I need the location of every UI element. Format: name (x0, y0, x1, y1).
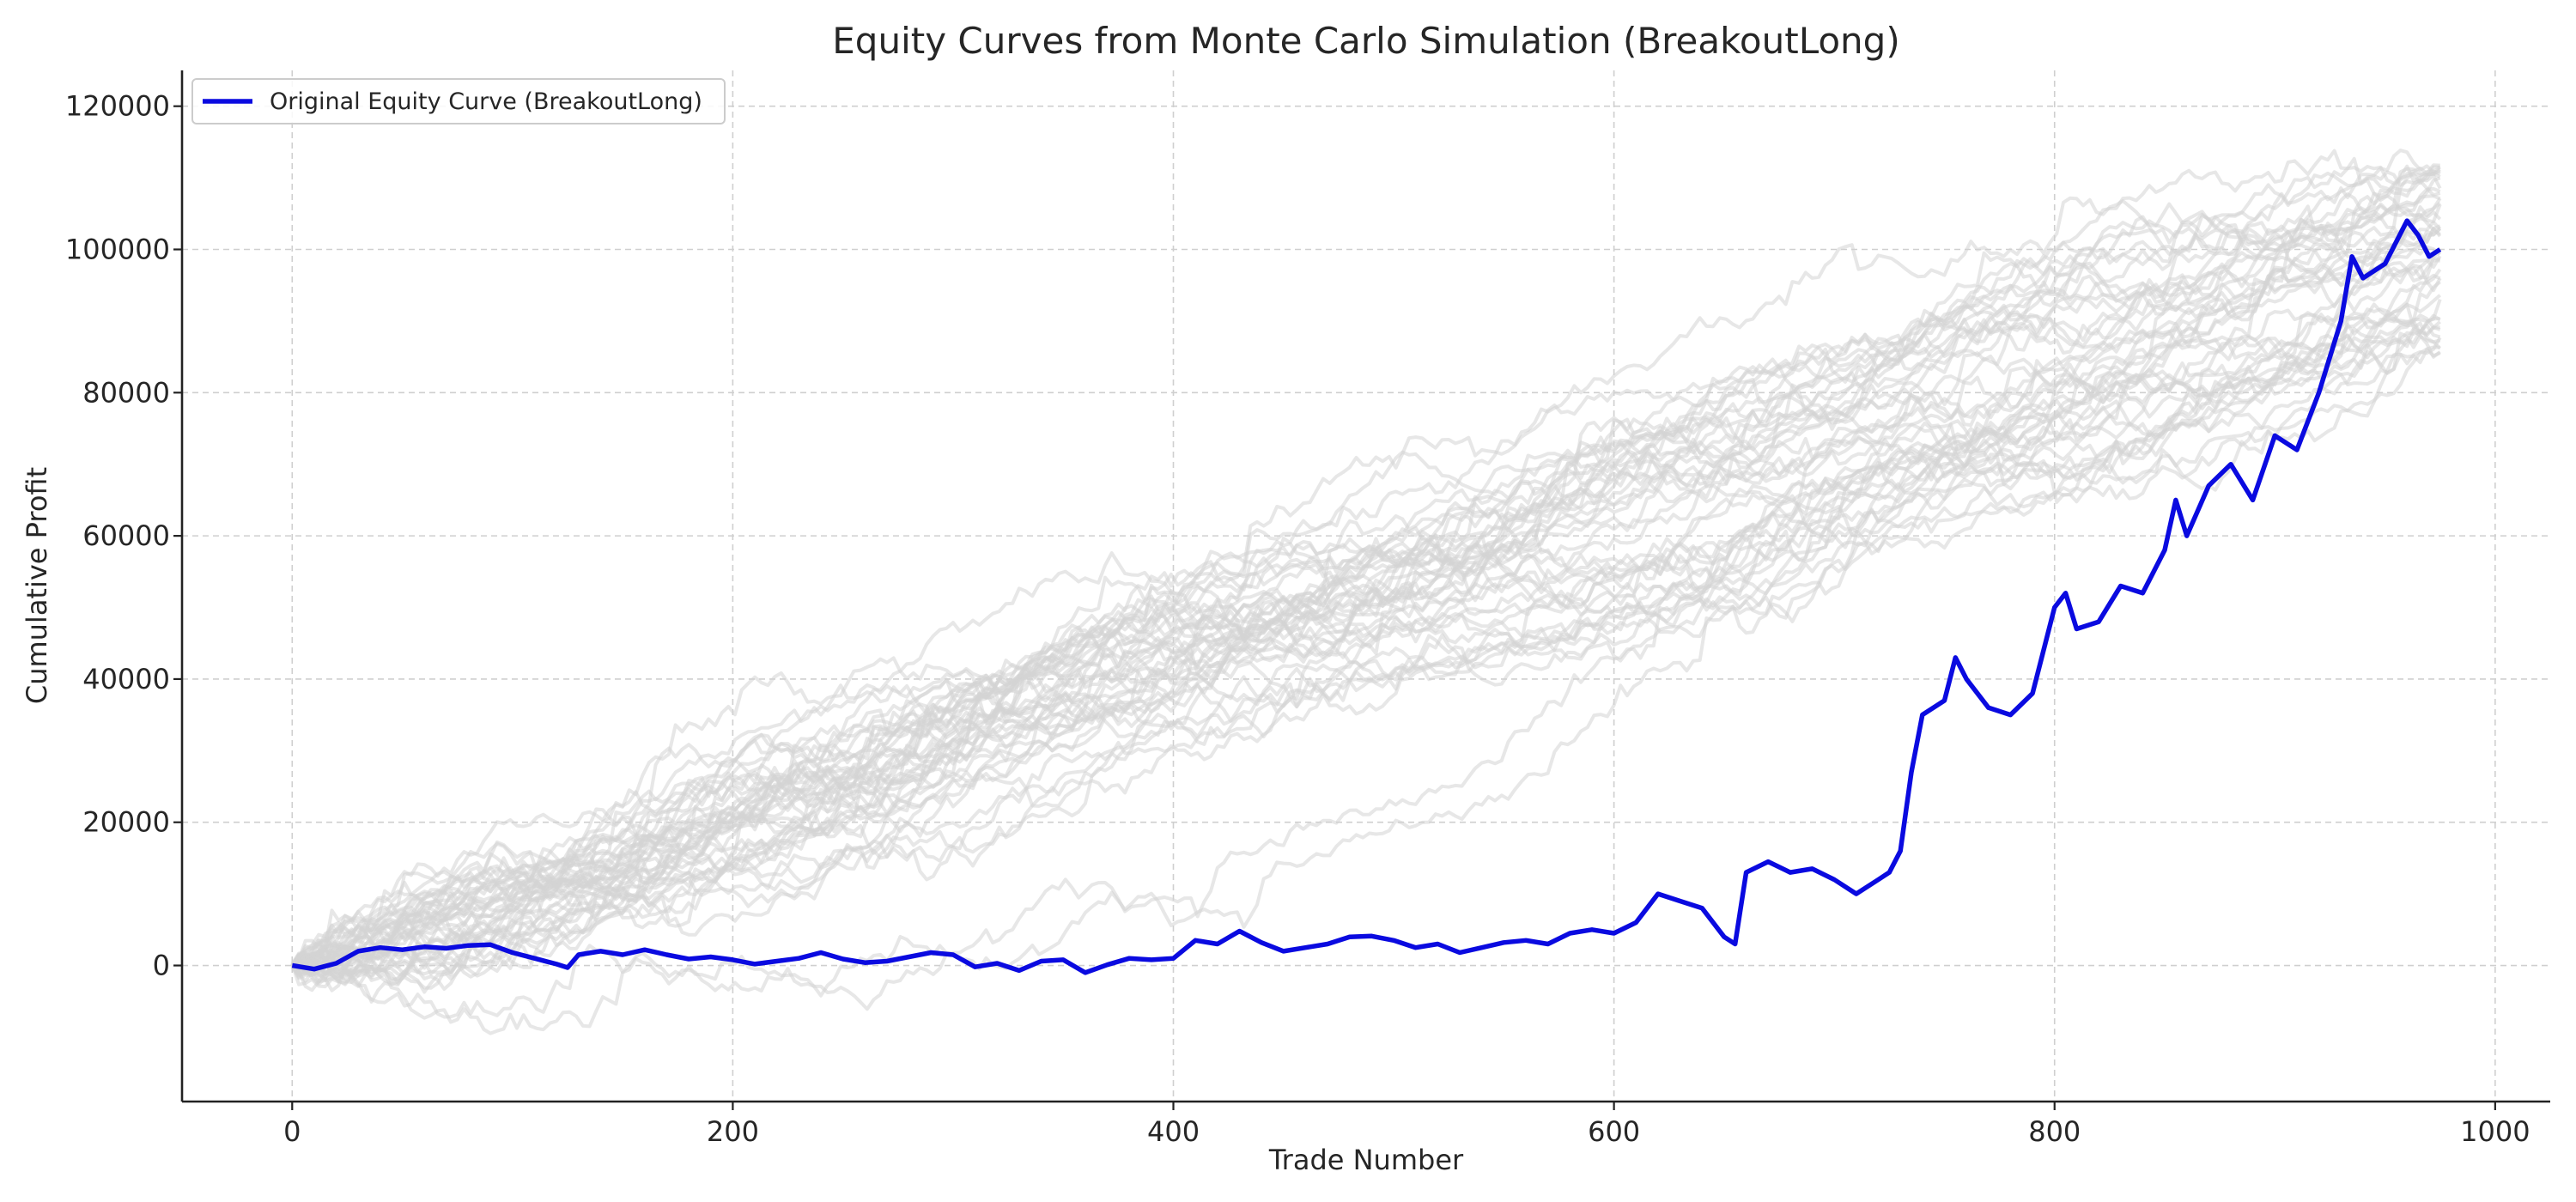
y-tick-label: 100000 (65, 234, 170, 266)
legend: Original Equity Curve (BreakoutLong) (191, 78, 726, 124)
x-tick-label: 1000 (2460, 1115, 2530, 1148)
y-tick-label: 0 (153, 950, 170, 982)
legend-label-original: Original Equity Curve (BreakoutLong) (270, 88, 702, 115)
original-equity-line (291, 218, 2442, 975)
y-axis-label: Cumulative Profit (21, 467, 53, 704)
x-tick-label: 600 (1588, 1115, 1640, 1148)
grid (182, 70, 2550, 1102)
y-tick-label: 120000 (65, 90, 170, 123)
simulation-line (290, 302, 2441, 968)
simulation-line (291, 172, 2441, 985)
simulation-line (290, 165, 2440, 994)
x-tick-label: 400 (1147, 1115, 1200, 1148)
x-tick-label: 200 (707, 1115, 759, 1148)
simulation-line (290, 331, 2442, 974)
axes (180, 70, 2550, 1103)
y-tick-label: 80000 (82, 376, 170, 409)
x-tick-label: 800 (2028, 1115, 2081, 1148)
chart-title: Equity Curves from Monte Carlo Simulatio… (832, 20, 1899, 62)
simulation-series (290, 149, 2442, 1035)
simulation-line (290, 149, 2441, 968)
simulation-line (290, 268, 2442, 968)
simulation-line (290, 337, 2442, 979)
simulation-line (291, 176, 2441, 967)
x-axis-label: Trade Number (1268, 1144, 1464, 1176)
y-tick-label: 60000 (82, 519, 170, 552)
legend-box (191, 78, 726, 124)
y-ticks: 0 20000 40000 60000 80000 100000 120000 (65, 90, 182, 982)
x-tick-label: 0 (283, 1115, 301, 1148)
x-ticks: 0 200 400 600 800 1000 (283, 1102, 2530, 1148)
simulation-line (290, 323, 2441, 988)
simulation-line (291, 194, 2441, 970)
simulation-line (291, 294, 2442, 1019)
simulation-line (291, 256, 2442, 971)
original-series (291, 218, 2442, 975)
y-tick-label: 40000 (82, 663, 170, 695)
y-tick-label: 20000 (82, 806, 170, 839)
